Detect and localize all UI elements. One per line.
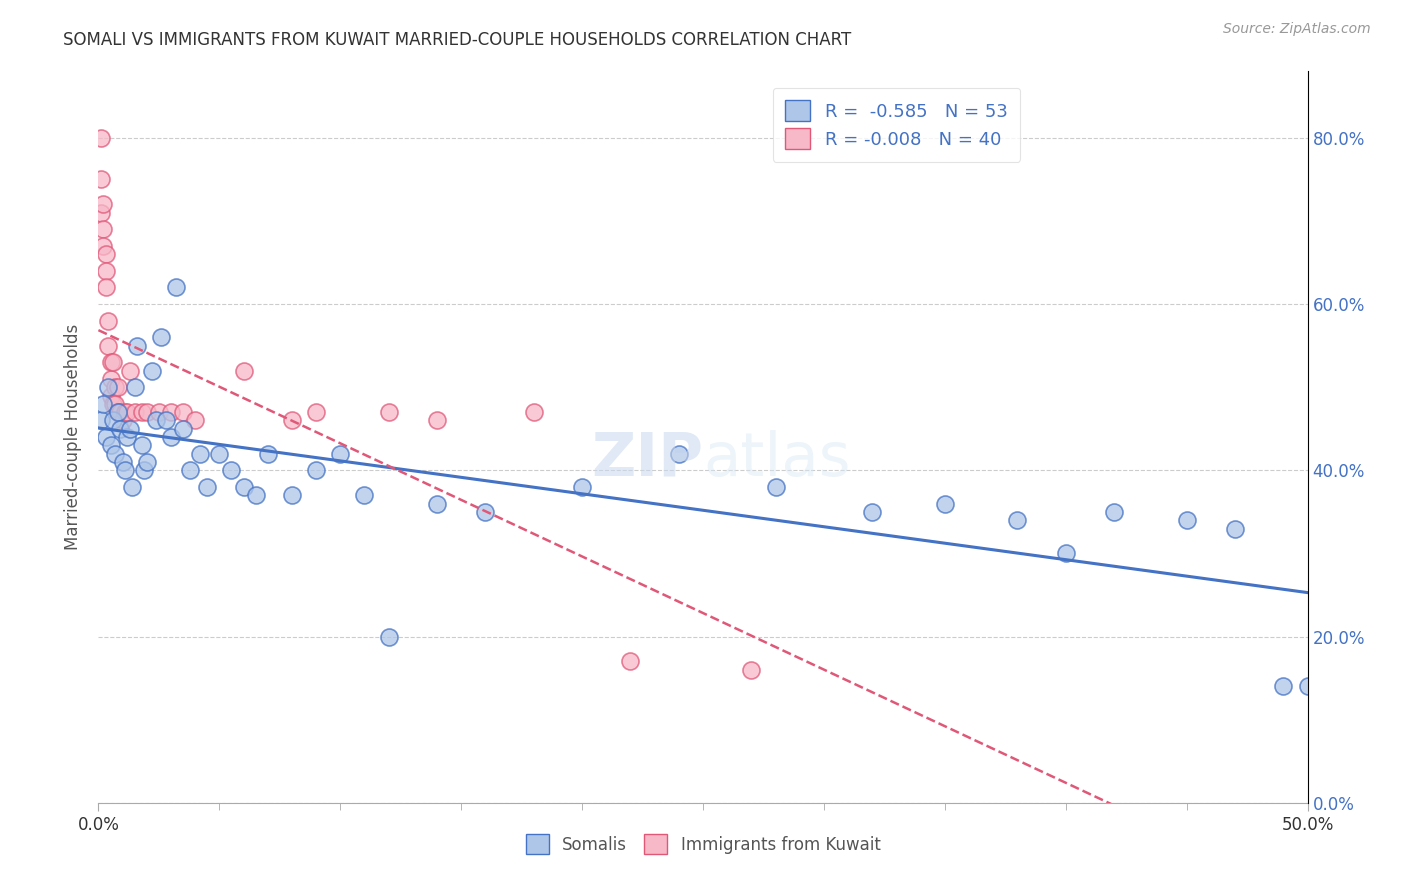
- Point: [134, 463, 156, 477]
- Point: [100, 438, 122, 452]
- Point: [91, 222, 114, 236]
- Legend: Somalis, Immigrants from Kuwait: Somalis, Immigrants from Kuwait: [519, 828, 887, 860]
- Point: [256, 447, 278, 461]
- Point: [184, 413, 207, 427]
- Point: [118, 363, 141, 377]
- Point: [305, 463, 328, 477]
- Point: [107, 380, 129, 394]
- Point: [1054, 546, 1077, 560]
- Point: [97, 338, 120, 352]
- Point: [101, 397, 124, 411]
- Point: [101, 413, 124, 427]
- Point: [131, 438, 153, 452]
- Point: [281, 413, 304, 427]
- Point: [329, 447, 352, 461]
- Point: [523, 405, 546, 419]
- Point: [353, 488, 375, 502]
- Point: [1175, 513, 1198, 527]
- Point: [100, 372, 122, 386]
- Point: [121, 480, 143, 494]
- Point: [426, 497, 449, 511]
- Point: [90, 413, 112, 427]
- Point: [1102, 505, 1125, 519]
- Point: [131, 405, 153, 419]
- Point: [108, 422, 131, 436]
- Point: [172, 422, 194, 436]
- Point: [91, 397, 114, 411]
- Point: [245, 488, 267, 502]
- Point: [150, 330, 173, 344]
- Point: [619, 655, 641, 669]
- Y-axis label: Married-couple Households: Married-couple Households: [65, 324, 83, 550]
- Point: [232, 363, 254, 377]
- Point: [127, 338, 149, 352]
- Point: [172, 405, 194, 419]
- Point: [208, 447, 231, 461]
- Point: [179, 463, 201, 477]
- Point: [934, 497, 956, 511]
- Point: [94, 264, 117, 278]
- Point: [111, 455, 134, 469]
- Point: [100, 388, 122, 402]
- Point: [377, 630, 399, 644]
- Point: [765, 480, 787, 494]
- Point: [135, 405, 157, 419]
- Point: [104, 447, 127, 461]
- Point: [232, 480, 254, 494]
- Point: [104, 380, 127, 394]
- Point: [188, 447, 211, 461]
- Text: ZIP: ZIP: [591, 430, 703, 489]
- Point: [100, 355, 122, 369]
- Point: [135, 455, 157, 469]
- Point: [108, 405, 131, 419]
- Point: [474, 505, 496, 519]
- Point: [195, 480, 218, 494]
- Text: Source: ZipAtlas.com: Source: ZipAtlas.com: [1223, 22, 1371, 37]
- Point: [107, 405, 129, 419]
- Point: [117, 430, 139, 444]
- Point: [1223, 521, 1246, 535]
- Point: [377, 405, 399, 419]
- Point: [124, 405, 146, 419]
- Point: [97, 380, 120, 394]
- Point: [148, 405, 170, 419]
- Point: [124, 380, 146, 394]
- Point: [305, 405, 328, 419]
- Point: [97, 314, 120, 328]
- Point: [155, 413, 177, 427]
- Point: [160, 405, 183, 419]
- Point: [90, 172, 112, 186]
- Point: [145, 413, 167, 427]
- Point: [118, 422, 141, 436]
- Point: [160, 430, 183, 444]
- Point: [740, 663, 762, 677]
- Point: [94, 247, 117, 261]
- Point: [860, 505, 883, 519]
- Point: [91, 239, 114, 253]
- Point: [101, 355, 124, 369]
- Point: [221, 463, 243, 477]
- Point: [571, 480, 593, 494]
- Point: [114, 463, 136, 477]
- Point: [1272, 680, 1295, 694]
- Point: [117, 405, 139, 419]
- Point: [668, 447, 690, 461]
- Text: atlas: atlas: [703, 430, 851, 489]
- Point: [114, 405, 136, 419]
- Point: [94, 280, 117, 294]
- Point: [165, 280, 187, 294]
- Point: [91, 197, 114, 211]
- Point: [281, 488, 304, 502]
- Point: [111, 413, 134, 427]
- Point: [90, 205, 112, 219]
- Point: [426, 413, 449, 427]
- Point: [1296, 680, 1319, 694]
- Point: [94, 430, 117, 444]
- Text: SOMALI VS IMMIGRANTS FROM KUWAIT MARRIED-COUPLE HOUSEHOLDS CORRELATION CHART: SOMALI VS IMMIGRANTS FROM KUWAIT MARRIED…: [63, 31, 852, 49]
- Point: [104, 397, 127, 411]
- Point: [107, 405, 129, 419]
- Point: [141, 363, 163, 377]
- Point: [90, 131, 112, 145]
- Point: [1007, 513, 1029, 527]
